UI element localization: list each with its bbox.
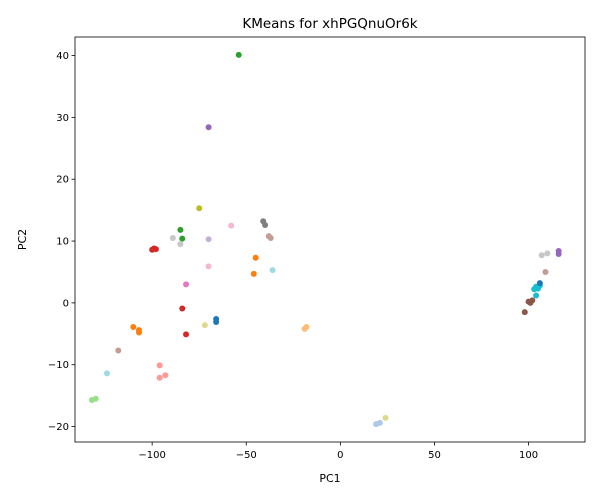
data-point <box>196 205 203 212</box>
data-point <box>228 222 235 229</box>
y-tick-label: −10 <box>48 360 69 371</box>
data-point <box>135 329 142 336</box>
x-tick-label: −50 <box>236 450 257 461</box>
data-point <box>213 319 220 326</box>
data-point <box>130 323 137 330</box>
data-point <box>177 226 184 233</box>
data-point <box>183 331 190 338</box>
x-tick-label: 50 <box>428 450 441 461</box>
data-point <box>103 370 110 377</box>
data-point <box>169 234 176 241</box>
data-point <box>235 51 242 58</box>
data-point <box>205 263 212 270</box>
data-point <box>179 305 186 312</box>
data-point <box>542 268 549 275</box>
y-axis: −20 −10 0 10 20 30 40 <box>48 51 75 433</box>
data-point <box>156 362 163 369</box>
data-point <box>536 280 543 287</box>
x-axis-label: PC1 <box>319 472 340 485</box>
data-point <box>376 419 383 426</box>
x-axis: −100 −50 0 50 100 <box>138 442 538 461</box>
y-axis-label: PC2 <box>16 229 29 250</box>
y-tick-label: −20 <box>48 422 69 433</box>
data-point <box>177 241 184 248</box>
y-tick-label: 10 <box>56 237 69 248</box>
y-tick-label: 30 <box>56 113 69 124</box>
data-point <box>201 322 208 329</box>
data-point <box>250 270 257 277</box>
data-point <box>538 252 545 259</box>
data-point <box>262 221 269 228</box>
data-point <box>267 234 274 241</box>
data-point <box>555 251 562 258</box>
data-point <box>382 414 389 421</box>
chart-title: KMeans for xhPGQnuOr6k <box>242 16 417 32</box>
data-point <box>533 292 540 299</box>
data-point <box>525 298 532 305</box>
data-point <box>115 347 122 354</box>
data-point <box>303 323 310 330</box>
data-point <box>183 281 190 288</box>
y-tick-label: 0 <box>63 298 69 309</box>
data-point <box>521 309 528 316</box>
y-tick-label: 20 <box>56 175 69 186</box>
data-point <box>252 254 259 261</box>
x-tick-label: 0 <box>337 450 343 461</box>
data-point <box>544 250 551 257</box>
data-point <box>269 267 276 274</box>
plot-frame <box>74 36 586 443</box>
x-tick-label: −100 <box>138 450 165 461</box>
data-point <box>92 395 99 402</box>
data-point <box>156 374 163 381</box>
marks-layer <box>88 51 562 428</box>
data-point <box>205 124 212 131</box>
data-point <box>152 246 159 253</box>
data-point <box>205 236 212 243</box>
data-point <box>179 235 186 242</box>
x-tick-label: 100 <box>519 450 538 461</box>
data-point <box>162 372 169 379</box>
y-tick-label: 40 <box>56 51 69 62</box>
